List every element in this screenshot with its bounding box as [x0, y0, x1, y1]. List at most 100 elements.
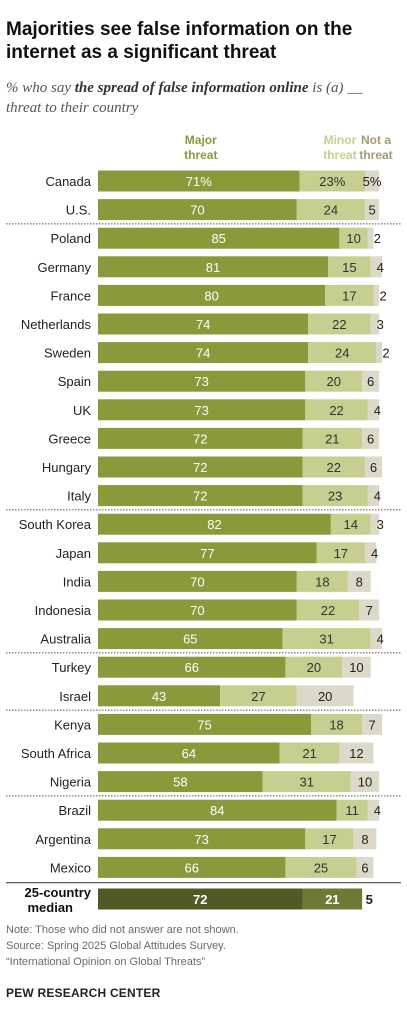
legend-header-0: threat: [184, 148, 217, 162]
value-label-minor: 21: [302, 746, 316, 761]
pew-logo-text: PEW RESEARCH CENTER: [6, 986, 161, 1000]
value-label-major: 65: [183, 632, 197, 647]
median-label: 25-country: [25, 885, 92, 900]
bar-major: [98, 542, 317, 564]
chart-title: Majorities see false information on the …: [6, 19, 353, 63]
value-label-not: 10: [349, 660, 363, 675]
bar-not: [362, 427, 380, 449]
bar-minor: [302, 485, 368, 507]
bar-minor: [220, 685, 297, 707]
bar-minor: [336, 799, 368, 821]
bar-not: [364, 542, 377, 564]
bar-not: [367, 485, 380, 507]
bar-not: [339, 742, 374, 764]
value-label-minor: 31: [300, 775, 314, 790]
category-label: Netherlands: [21, 317, 92, 332]
bar-major: [98, 656, 286, 678]
bar-major: [98, 628, 283, 650]
category-label: U.S.: [66, 203, 91, 218]
bar-minor: [308, 313, 371, 335]
bar-major: [98, 828, 306, 850]
value-label-major: 66: [184, 660, 198, 675]
value-label-major: 70: [190, 203, 204, 218]
value-label-minor: 23%: [319, 174, 345, 189]
value-label-not: 12: [349, 746, 363, 761]
bar-major: [98, 456, 303, 478]
legend-header-1: Minor: [324, 133, 357, 147]
bar-minor: [282, 628, 371, 650]
chart-subtitle: % who say the spread of false informatio…: [6, 78, 401, 118]
bar-minor: [330, 513, 371, 535]
value-label-major: 43: [152, 689, 166, 704]
bar-major: [98, 799, 337, 821]
value-label-minor: 18: [315, 574, 329, 589]
category-label: Greece: [48, 431, 91, 446]
category-label: Poland: [51, 231, 91, 246]
value-label-major: 80: [204, 288, 218, 303]
value-label-minor: 25: [314, 860, 328, 875]
bar-minor: [305, 828, 354, 850]
value-label-major: 85: [211, 231, 225, 246]
value-label-major: 71%: [186, 174, 212, 189]
bar-not: [359, 599, 380, 621]
bar-major: [98, 399, 306, 421]
bar-minor: [302, 888, 363, 910]
bar-minor: [262, 771, 351, 793]
value-label-major: 66: [184, 860, 198, 875]
value-label-not: 6: [370, 460, 377, 475]
value-label-major: 81: [206, 260, 220, 275]
category-label: Nigeria: [50, 775, 92, 790]
bar-major: [98, 685, 221, 707]
bar-not: [353, 828, 377, 850]
bar-not: [347, 570, 371, 592]
bar-minor: [305, 399, 368, 421]
bar-not: [370, 256, 382, 278]
bar-not: [362, 370, 380, 392]
note-line: Note: Those who did not answer are not s…: [6, 924, 239, 936]
value-label-minor: 21: [325, 892, 339, 907]
bar-minor: [296, 199, 365, 221]
bar-major: [98, 513, 331, 535]
bar-not: [370, 313, 380, 335]
category-label: India: [63, 574, 92, 589]
bar-not: [373, 284, 380, 306]
bar-major: [98, 888, 303, 910]
value-label-not: 4: [374, 803, 381, 818]
bar-minor: [296, 570, 348, 592]
category-label: Australia: [40, 632, 91, 647]
legend-header-2: threat: [359, 148, 392, 162]
value-label-major: 73: [194, 832, 208, 847]
value-label-major: 72: [193, 431, 207, 446]
category-label: Sweden: [44, 346, 91, 361]
bar-major: [98, 599, 297, 621]
value-label-major: 73: [194, 403, 208, 418]
value-label-major: 58: [173, 775, 187, 790]
category-label: South Africa: [21, 746, 92, 761]
bar-not: [296, 685, 354, 707]
value-label-major: 72: [193, 460, 207, 475]
category-label: Argentina: [35, 832, 91, 847]
bar-minor: [308, 342, 377, 364]
bar-major: [98, 199, 297, 221]
category-label: Spain: [58, 374, 91, 389]
bar-major: [98, 256, 329, 278]
value-label-not: 2: [382, 346, 389, 361]
category-label: Canada: [45, 174, 91, 189]
category-label: Israel: [59, 689, 91, 704]
category-label: UK: [73, 403, 91, 418]
report-line: “International Opinion on Global Threats…: [6, 956, 206, 968]
value-label-major: 82: [207, 517, 221, 532]
value-label-minor: 31: [319, 632, 333, 647]
category-label: Germany: [38, 260, 92, 275]
value-label-major: 73: [194, 374, 208, 389]
value-label-minor: 11: [345, 803, 359, 818]
legend-header-1: threat: [323, 148, 356, 162]
value-label-minor: 20: [326, 374, 340, 389]
value-label-major: 75: [197, 717, 211, 732]
bar-not: [350, 771, 380, 793]
bar-minor: [285, 856, 357, 878]
bar-major: [98, 170, 300, 192]
bar-minor: [305, 370, 363, 392]
value-label-not: 2: [379, 288, 386, 303]
category-label: Indonesia: [35, 603, 92, 618]
